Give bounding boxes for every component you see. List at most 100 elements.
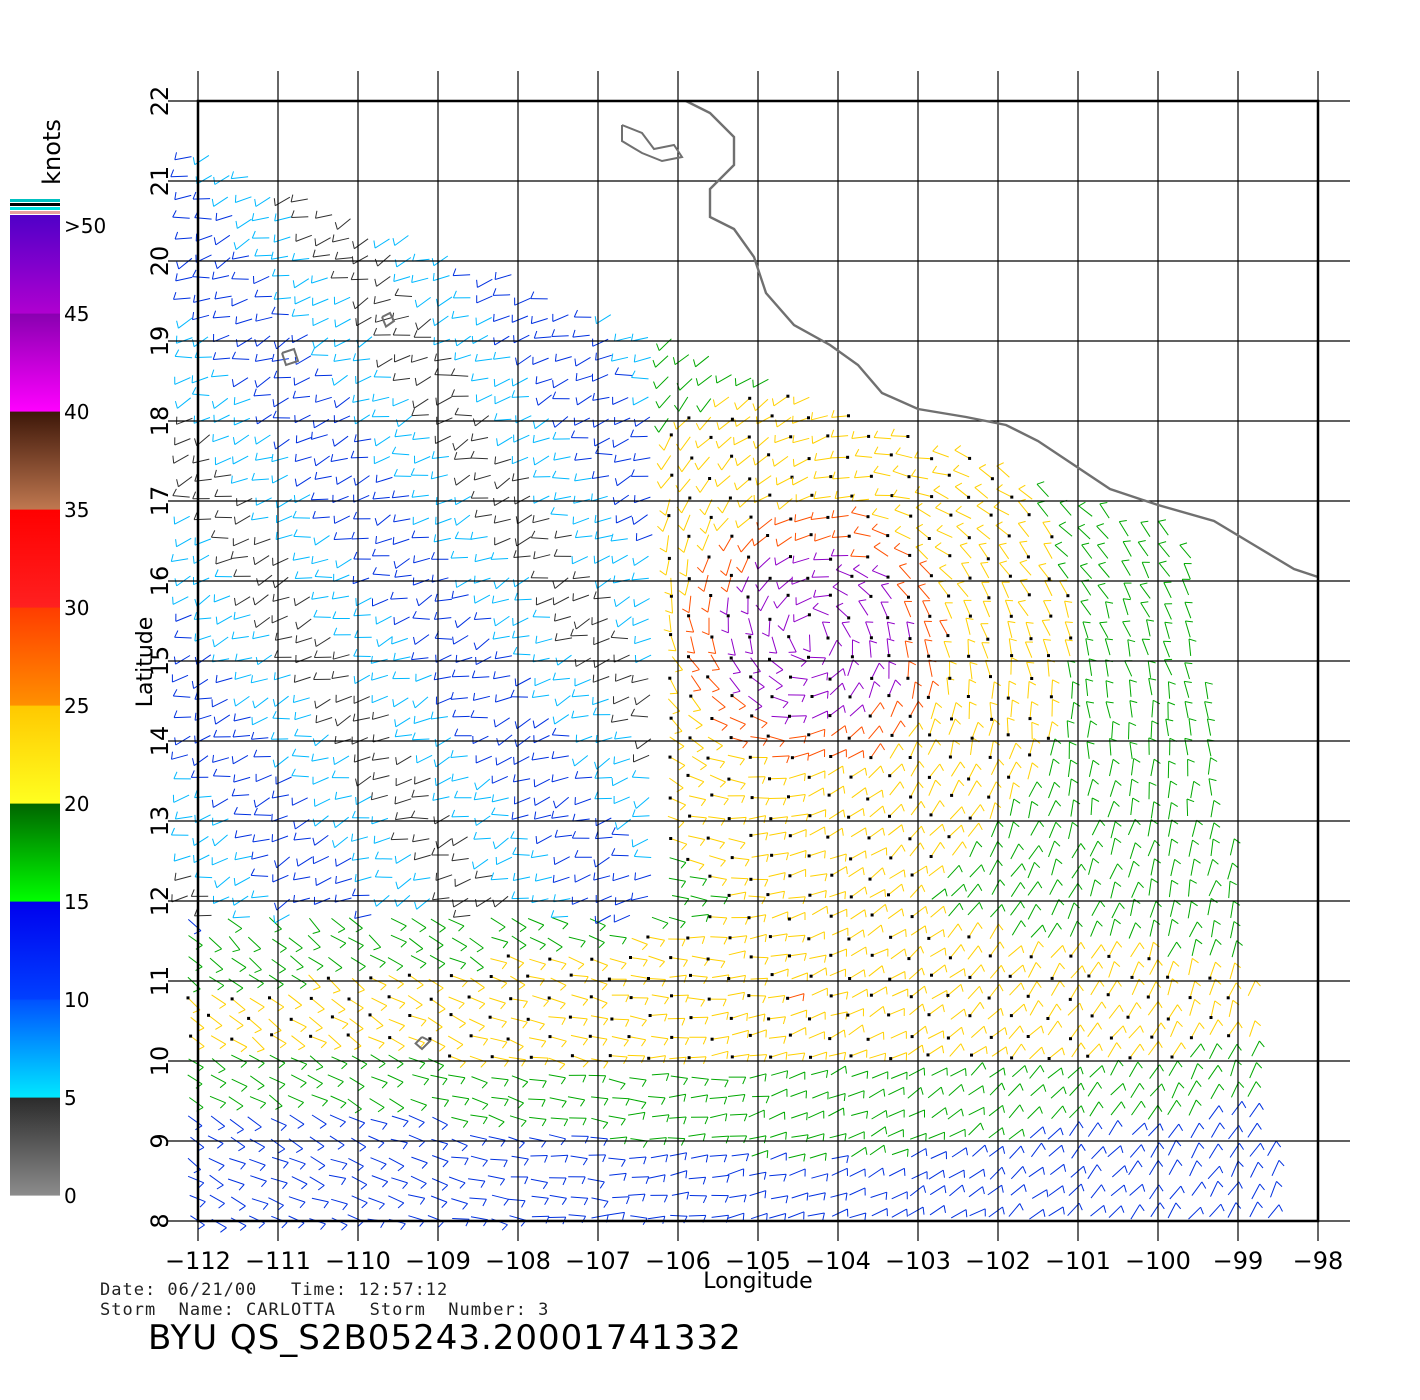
wind-barb [1102,1146,1107,1154]
wind-vector [633,514,648,525]
wind-vector [251,678,268,684]
wind-barb [273,198,276,206]
rain-flag [829,953,833,957]
wind-barb [371,672,373,681]
rain-flag [689,973,692,977]
wind-barb [1080,599,1089,602]
rain-flag [687,655,690,659]
wind-barb [813,491,817,499]
wind-vector [775,556,791,566]
wind-barb [744,878,749,886]
wind-vector [411,494,429,498]
wind-barb [733,437,735,445]
wind-vector [989,702,993,720]
wind-barb [983,1169,986,1177]
wind-barb [238,1184,245,1191]
wind-vector [918,585,930,600]
wind-barb [941,1045,945,1054]
wind-vector [454,439,469,451]
wind-vector [894,509,911,517]
wind-barb [685,994,689,1003]
wind-vector [1090,1205,1105,1217]
wind-vector [768,735,785,742]
wind-barb [901,883,905,892]
wind-barb [1073,701,1081,707]
wind-vector [848,929,864,940]
wind-vector [533,495,550,504]
wind-barb [474,554,477,562]
wind-vector [191,376,209,384]
wind-barb [293,832,297,841]
wind-vector [932,471,950,476]
wind-barb [594,915,597,924]
wind-vector [193,854,210,864]
wind-vector [230,1196,246,1207]
wind-barb [641,944,648,951]
wind-vector [393,538,410,545]
wind-vector [887,824,903,836]
wind-barb [625,994,630,1003]
wind-barb [1083,1166,1087,1174]
rain-flag [1029,637,1033,641]
wind-vector [531,1056,549,1059]
wind-vector [892,495,910,500]
rain-flag [966,695,970,698]
wind-barb [553,856,556,865]
rain-flag [669,433,673,437]
wind-barb [552,874,555,883]
wind-barb [320,1223,326,1230]
wind-barb [1184,737,1193,741]
rain-flag [750,796,754,800]
wind-vector [1097,544,1109,559]
wind-barb [626,1196,630,1205]
wind-vector [611,1036,629,1041]
wind-vector [650,1013,668,1016]
rain-flag [1130,975,1134,979]
wind-vector [356,597,372,607]
rain-flag [547,996,551,1000]
wind-vector [295,637,313,644]
wind-barb [978,542,987,546]
wind-vector [812,1091,829,1099]
wind-vector [811,576,829,578]
wind-vector [330,1158,348,1165]
rain-flag [930,973,933,977]
wind-vector [1096,525,1109,539]
wind-barb [415,755,418,763]
wind-barb [335,560,338,569]
wind-vector [1108,1004,1120,1019]
wind-barb [330,453,334,462]
rain-flag [388,1036,392,1040]
wind-barb [921,884,926,893]
wind-vector [1169,1185,1182,1200]
wind-vector [891,1148,909,1156]
wind-vector [939,567,953,580]
wind-vector [270,1118,287,1126]
wind-barb [1042,619,1050,621]
wind-vector [549,1097,567,1102]
wind-barb [659,570,667,576]
wind-vector [909,842,921,857]
wind-barb [814,533,816,542]
wind-vector [574,477,592,482]
wind-barb [1031,701,1039,706]
wind-vector [928,929,944,939]
wind-barb [632,397,634,406]
wind-barb [502,1041,508,1049]
rain-flag [929,574,933,578]
wind-vector [946,677,950,695]
wind-barb [378,1203,385,1210]
rain-flag [849,857,853,861]
wind-vector [789,1168,806,1176]
wind-vector [709,774,726,783]
wind-barb [980,1122,984,1131]
wind-vector [336,857,352,867]
wind-barb [956,522,964,527]
wind-barb [761,722,768,729]
wind-barb [254,1126,262,1132]
rain-flag [1209,1016,1213,1019]
wind-barb [193,611,198,620]
wind-barb [341,1063,348,1070]
wind-barb [433,816,436,824]
wind-barb [742,741,748,749]
